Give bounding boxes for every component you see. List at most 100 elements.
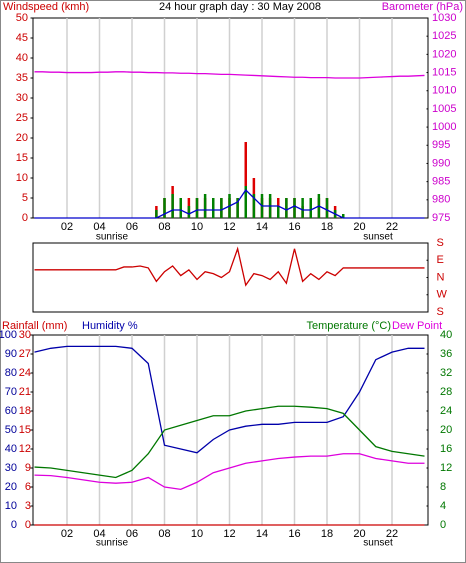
y-axis-label: Windspeed (kmh) <box>3 1 89 13</box>
plot-frame <box>32 242 429 313</box>
y-tick-label: 0 <box>11 519 17 531</box>
x-tick-label: 14 <box>256 528 268 540</box>
x-tick-label: 08 <box>158 528 170 540</box>
y-tick-label: 60 <box>5 405 17 417</box>
y-tick-label: 985 <box>432 176 450 188</box>
annotation: sunrise <box>96 538 129 549</box>
y-tick-label: 0 <box>22 212 28 224</box>
legend-label: Temperature (°C) <box>307 320 391 332</box>
y-tick-label: 10 <box>5 500 17 512</box>
x-tick-label: 04 <box>93 221 105 233</box>
y-tick-label: 36 <box>440 348 452 360</box>
y-tick-label: 30 <box>19 329 31 341</box>
x-tick-label: 20 <box>353 528 365 540</box>
series-line <box>34 405 425 479</box>
legend-label: Humidity % <box>82 320 138 332</box>
series-line <box>34 188 425 219</box>
y-tick-label: 32 <box>440 367 452 379</box>
y-tick-label: 27 <box>19 348 31 360</box>
y-tick-label: E <box>437 254 444 266</box>
y-tick-label: 990 <box>432 157 450 169</box>
y-tick-label: N <box>437 271 445 283</box>
y-tick-label: 20 <box>5 481 17 493</box>
annotation: sunset <box>363 232 393 243</box>
legend-label: Dew Point <box>392 320 442 332</box>
y-tick-label: 24 <box>19 367 31 379</box>
x-tick-label: 04 <box>93 528 105 540</box>
y-tick-label: 45 <box>16 32 28 44</box>
plot-frame <box>32 17 429 219</box>
y-tick-label: 0 <box>25 519 31 531</box>
x-tick-label: 10 <box>191 528 203 540</box>
y-tick-label: 0 <box>440 519 446 531</box>
series-line <box>34 71 425 79</box>
x-tick-label: 06 <box>126 528 138 540</box>
y-tick-label: 6 <box>25 481 31 493</box>
y-tick-label: 40 <box>5 443 17 455</box>
x-tick-label: 02 <box>61 221 73 233</box>
y-tick-label: 25 <box>16 112 28 124</box>
series-line <box>34 246 425 287</box>
y-tick-label: 1000 <box>432 121 456 133</box>
y-tick-label: 90 <box>5 348 17 360</box>
y2-axis-label: Barometer (hPa) <box>382 1 463 13</box>
y-tick-label: 980 <box>432 194 450 206</box>
x-tick-label: 12 <box>223 221 235 233</box>
y-tick-label: 1010 <box>432 85 456 97</box>
x-tick-label: 20 <box>353 221 365 233</box>
y-tick-label: 1030 <box>432 12 456 24</box>
y-tick-label: 1020 <box>432 48 456 60</box>
y-tick-label: S <box>437 237 444 249</box>
series-line <box>34 345 425 454</box>
chart-title: 24 hour graph day : 30 May 2008 <box>159 1 321 13</box>
y-tick-label: 28 <box>440 386 452 398</box>
x-tick-label: 18 <box>321 221 333 233</box>
y-tick-label: 80 <box>5 367 17 379</box>
x-tick-label: 22 <box>386 221 398 233</box>
y-tick-label: 1015 <box>432 66 456 78</box>
y-tick-label: W <box>437 289 448 301</box>
y-tick-label: 8 <box>440 481 446 493</box>
annotation: sunset <box>363 538 393 549</box>
x-tick-label: 22 <box>386 528 398 540</box>
y-tick-label: 50 <box>5 424 17 436</box>
y-tick-label: 12 <box>440 462 452 474</box>
y-tick-label: 12 <box>19 443 31 455</box>
x-tick-label: 12 <box>223 528 235 540</box>
x-tick-label: 14 <box>256 221 268 233</box>
y-tick-label: 100 <box>0 329 17 341</box>
x-tick-label: 10 <box>191 221 203 233</box>
y-tick-label: 975 <box>432 212 450 224</box>
legend-label: Rainfall (mm) <box>2 320 67 332</box>
y-tick-label: 995 <box>432 139 450 151</box>
y-tick-label: 1005 <box>432 103 456 115</box>
y-tick-label: 4 <box>440 500 446 512</box>
y-tick-label: 5 <box>22 192 28 204</box>
series-line <box>34 453 425 491</box>
annotation: sunrise <box>96 232 129 243</box>
y-tick-label: 30 <box>16 92 28 104</box>
y-tick-label: 20 <box>16 132 28 144</box>
x-tick-label: 06 <box>126 221 138 233</box>
y-tick-label: 9 <box>25 462 31 474</box>
x-tick-label: 16 <box>288 221 300 233</box>
y-tick-label: 21 <box>19 386 31 398</box>
y-tick-label: S <box>437 306 444 318</box>
x-tick-label: 02 <box>61 528 73 540</box>
y-tick-label: 16 <box>440 443 452 455</box>
y-tick-label: 20 <box>440 424 452 436</box>
x-tick-label: 18 <box>321 528 333 540</box>
y-tick-label: 1025 <box>432 30 456 42</box>
y-tick-label: 40 <box>16 52 28 64</box>
y-tick-label: 15 <box>16 152 28 164</box>
y-tick-label: 24 <box>440 405 452 417</box>
y-tick-label: 70 <box>5 386 17 398</box>
y-tick-label: 10 <box>16 172 28 184</box>
x-tick-label: 16 <box>288 528 300 540</box>
x-tick-label: 08 <box>158 221 170 233</box>
y-tick-label: 3 <box>25 500 31 512</box>
y-tick-label: 50 <box>16 12 28 24</box>
y-tick-label: 30 <box>5 462 17 474</box>
